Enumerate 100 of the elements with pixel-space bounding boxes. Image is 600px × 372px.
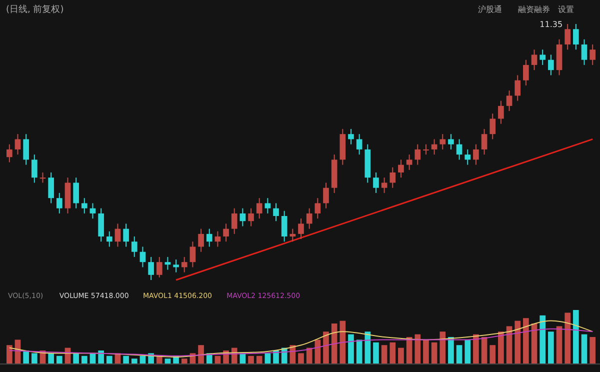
bar [198,345,204,364]
candlestick [281,210,288,242]
candlestick [390,166,396,188]
candlestick [140,246,146,268]
text: (日线, 前复权) [6,4,64,15]
candlestick [373,172,379,194]
bar [523,318,529,364]
bar [423,340,429,364]
bar [273,350,279,364]
candlestick [448,134,454,150]
candlestick [6,144,12,163]
bar [456,345,462,364]
candlestick [73,177,79,209]
candlestick [98,208,104,242]
candlestick [298,218,304,240]
bar [373,342,379,364]
candlestick [306,208,312,230]
candlestick [248,208,254,227]
candlestick [148,256,154,280]
bar [440,332,446,364]
candlestick [498,100,504,124]
bar [348,334,354,364]
bar [314,340,321,364]
bar [248,356,254,364]
candlestick [323,182,329,209]
candlestick [31,154,38,184]
candlestick [164,256,171,270]
bar [540,315,546,364]
bar [131,358,138,364]
candlestick [473,144,479,166]
text: 沪股通 [478,5,502,14]
candlestick [464,148,471,166]
bar [48,353,54,364]
candlestick [540,49,546,66]
candlestick [590,44,596,66]
bar [323,332,329,364]
bar [414,334,421,364]
candlestick [190,241,196,268]
candlestick [14,134,21,156]
candlestick [198,228,204,252]
candlestick [406,154,412,170]
bar [448,337,454,364]
candlestick [356,134,362,156]
text: 融资融券 [518,5,550,14]
bar [464,340,471,364]
candlestick [131,236,138,258]
candlestick [231,208,238,234]
candlestick [48,172,54,204]
bar [31,353,38,364]
bar [590,337,596,364]
bar [123,356,129,364]
bar [364,332,371,364]
candlestick [423,144,429,156]
candlestick [490,113,496,140]
candlestick [181,256,188,273]
candlestick [223,223,229,242]
candlestick [106,230,112,248]
bar [490,345,496,364]
candlestick [81,198,88,214]
candlestick [123,223,129,248]
bar [431,342,438,364]
bar [556,326,562,364]
candlestick [290,228,296,242]
candlestick [573,24,579,50]
candlestick [440,134,446,150]
candlestick [456,138,462,160]
bar [564,312,571,364]
candlestick [381,177,388,194]
candlestick [398,159,404,178]
bar [381,345,388,364]
bar [498,332,504,364]
candlestick [514,74,521,102]
candlestick [214,230,221,248]
text: 设置 [558,5,574,14]
candlestick [23,134,29,166]
bar [106,356,112,364]
bar [298,353,304,364]
candlestick [156,256,162,278]
candlestick [56,192,62,214]
candlestick [523,59,529,86]
candlestick [256,198,262,220]
candlestick [431,138,438,156]
candlestick [548,54,554,76]
bar [181,358,188,364]
candlestick [314,198,321,220]
bar [398,348,404,364]
candlestick [564,24,571,50]
candlestick [531,49,538,71]
candlestick [414,144,421,166]
bar [98,350,104,364]
candlestick [173,259,179,273]
candlestick [481,128,488,156]
bar [473,334,479,364]
bar [23,350,29,364]
bar [256,356,262,364]
annotation: 11.35 [540,20,563,29]
bar [581,334,588,364]
candlestick [40,172,46,184]
bar [573,310,579,364]
bar [81,356,88,364]
